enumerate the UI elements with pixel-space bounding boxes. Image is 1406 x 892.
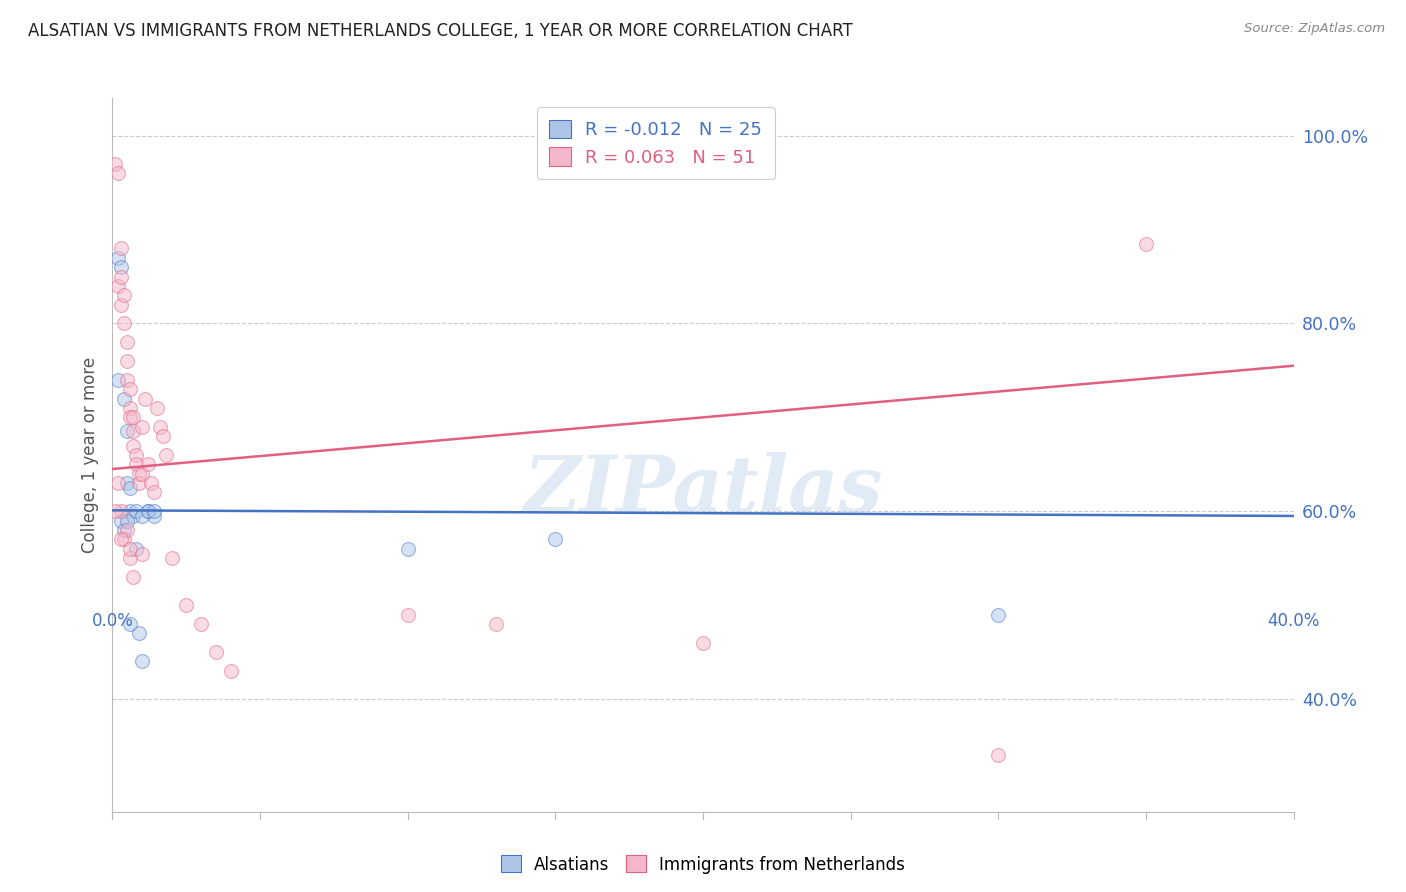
Point	[987, 748, 1010, 763]
Point	[117, 514, 138, 528]
Point	[112, 533, 135, 547]
Point	[149, 419, 172, 434]
Point	[122, 570, 145, 584]
Point	[110, 241, 132, 255]
Point	[131, 467, 153, 481]
Text: 40.0%: 40.0%	[1267, 612, 1320, 630]
Point	[122, 425, 145, 439]
Point	[174, 598, 197, 612]
Point	[122, 410, 145, 425]
Point	[692, 636, 714, 650]
Point	[131, 547, 153, 561]
Point	[117, 425, 138, 439]
Point	[396, 541, 419, 556]
Point	[136, 504, 159, 518]
Point	[1135, 236, 1157, 251]
Point	[136, 504, 159, 518]
Point	[131, 508, 153, 523]
Point	[544, 533, 567, 547]
Point	[131, 419, 153, 434]
Text: Source: ZipAtlas.com: Source: ZipAtlas.com	[1244, 22, 1385, 36]
Point	[125, 458, 148, 472]
Point	[107, 251, 129, 265]
Point	[110, 260, 132, 274]
Point	[120, 541, 142, 556]
Point	[219, 664, 242, 678]
Point	[120, 616, 142, 631]
Point	[112, 523, 135, 537]
Point	[136, 458, 159, 472]
Point	[120, 551, 142, 566]
Point	[142, 508, 165, 523]
Point	[190, 616, 212, 631]
Point	[117, 476, 138, 491]
Point	[107, 166, 129, 180]
Point	[128, 467, 150, 481]
Text: ALSATIAN VS IMMIGRANTS FROM NETHERLANDS COLLEGE, 1 YEAR OR MORE CORRELATION CHAR: ALSATIAN VS IMMIGRANTS FROM NETHERLANDS …	[28, 22, 853, 40]
Text: 0.0%: 0.0%	[91, 612, 134, 630]
Point	[117, 354, 138, 368]
Point	[131, 655, 153, 669]
Point	[110, 269, 132, 284]
Point	[104, 504, 127, 518]
Point	[485, 616, 508, 631]
Y-axis label: College, 1 year or more: College, 1 year or more	[80, 357, 98, 553]
Point	[120, 410, 142, 425]
Point	[117, 373, 138, 387]
Point	[125, 504, 148, 518]
Point	[125, 541, 148, 556]
Point	[122, 438, 145, 452]
Point	[107, 373, 129, 387]
Legend: Alsatians, Immigrants from Netherlands: Alsatians, Immigrants from Netherlands	[492, 847, 914, 882]
Point	[110, 298, 132, 312]
Point	[205, 645, 228, 659]
Point	[117, 523, 138, 537]
Point	[110, 533, 132, 547]
Point	[134, 392, 156, 406]
Point	[142, 485, 165, 500]
Point	[120, 481, 142, 495]
Point	[110, 504, 132, 518]
Point	[146, 401, 169, 415]
Point	[104, 157, 127, 171]
Point	[120, 401, 142, 415]
Point	[987, 607, 1010, 622]
Point	[128, 626, 150, 640]
Text: ZIPatlas: ZIPatlas	[523, 452, 883, 529]
Point	[139, 476, 162, 491]
Point	[112, 392, 135, 406]
Point	[107, 476, 129, 491]
Point	[128, 476, 150, 491]
Point	[152, 429, 174, 443]
Point	[120, 504, 142, 518]
Point	[107, 279, 129, 293]
Point	[160, 551, 183, 566]
Point	[120, 382, 142, 396]
Point	[117, 335, 138, 350]
Point	[112, 288, 135, 302]
Point	[142, 504, 165, 518]
Point	[155, 448, 177, 462]
Point	[110, 514, 132, 528]
Point	[112, 317, 135, 331]
Point	[122, 508, 145, 523]
Point	[125, 448, 148, 462]
Legend: R = -0.012   N = 25, R = 0.063   N = 51: R = -0.012 N = 25, R = 0.063 N = 51	[537, 107, 775, 179]
Point	[396, 607, 419, 622]
